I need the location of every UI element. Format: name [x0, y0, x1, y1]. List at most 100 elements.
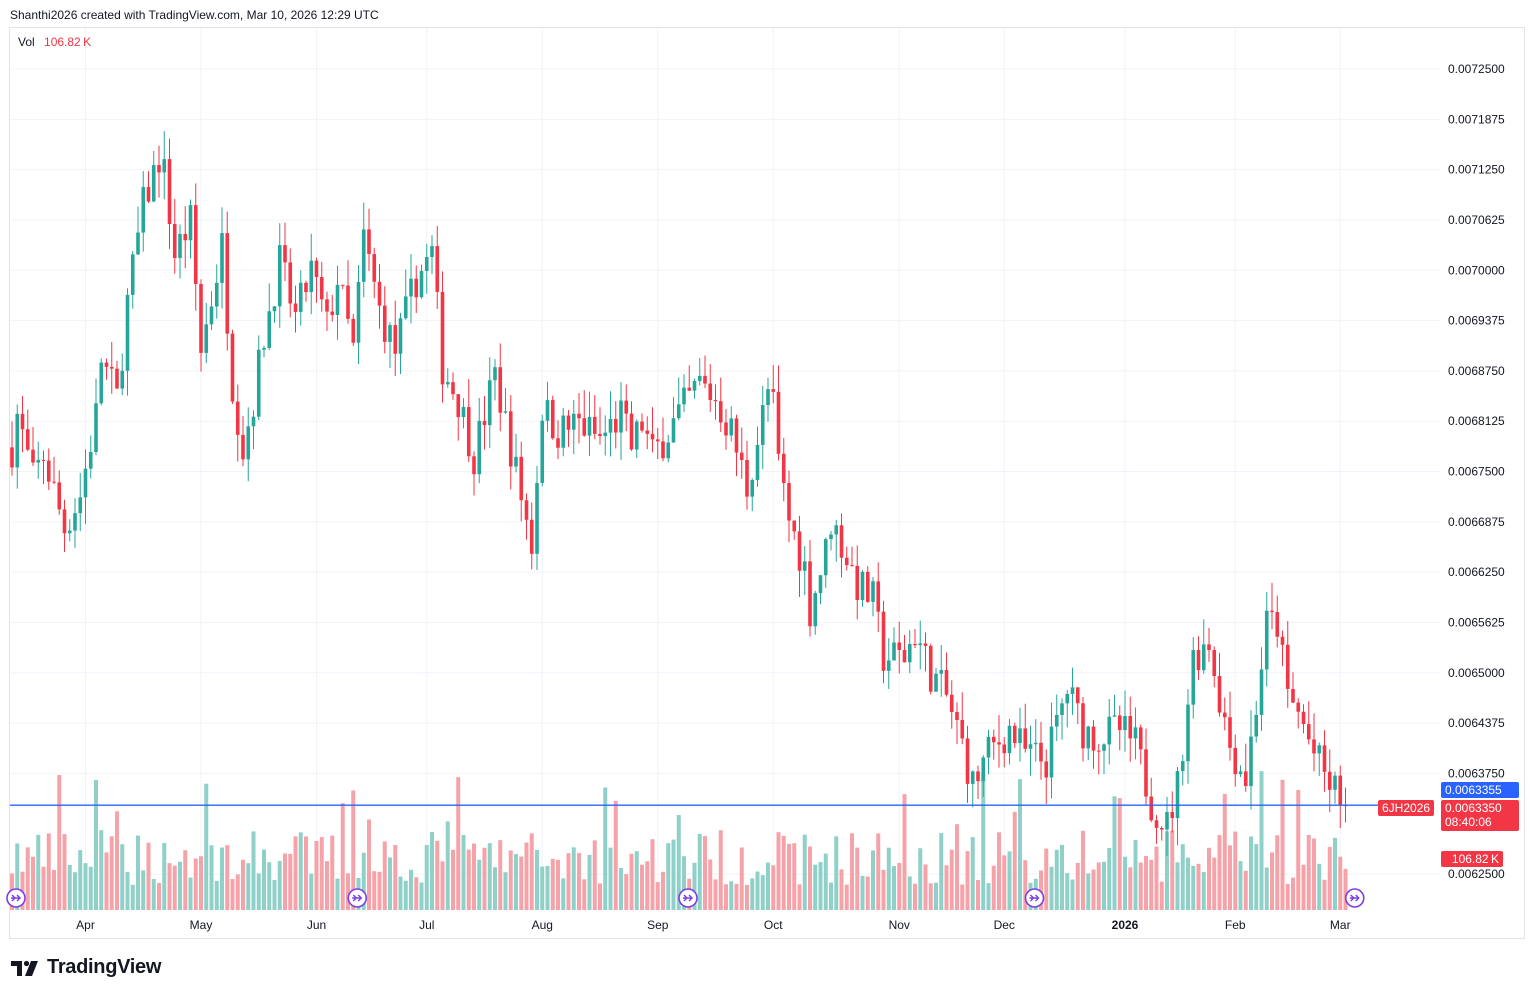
volume-bar — [634, 851, 639, 910]
volume-bar — [571, 847, 576, 910]
x-axis-tick-label: Mar — [1330, 918, 1351, 932]
volume-bar — [535, 850, 539, 910]
volume-bar — [928, 883, 933, 910]
candle-body — [1196, 650, 1201, 671]
candle-body — [277, 245, 282, 307]
volume-bar — [220, 847, 224, 910]
volume-bar — [550, 858, 555, 910]
event-marker-icon[interactable] — [1024, 888, 1045, 908]
candle-body — [183, 233, 188, 241]
event-marker-icon[interactable] — [678, 888, 698, 908]
volume-bar — [36, 834, 41, 910]
volume-bar — [88, 866, 93, 910]
candle-body — [1086, 726, 1091, 749]
candle-body — [73, 513, 77, 531]
volume-bar — [823, 853, 828, 910]
candle-body — [1191, 650, 1196, 705]
candle-body — [230, 333, 235, 402]
candle-body — [1049, 726, 1054, 778]
candle-body — [256, 349, 261, 417]
volume-bar — [482, 847, 487, 910]
volume-bar — [330, 835, 335, 910]
candle-body — [1112, 715, 1117, 717]
volume-bar — [1091, 869, 1096, 910]
candle-body — [1107, 716, 1112, 745]
event-marker-icon[interactable] — [1344, 888, 1365, 908]
candle-body — [991, 736, 996, 743]
volume-bar — [970, 837, 975, 910]
volume-bar — [1054, 849, 1059, 910]
volume-bar — [283, 853, 287, 910]
candle-body — [351, 318, 356, 343]
volume-bar — [309, 873, 314, 910]
volume-bar — [739, 847, 744, 910]
volume-bar — [340, 803, 345, 910]
volume-bar — [519, 856, 524, 910]
x-axis-tick-label: Aug — [532, 918, 553, 932]
candle-body — [141, 186, 146, 233]
candle-body — [193, 205, 198, 285]
candle-body — [78, 497, 83, 514]
candle-body — [325, 299, 329, 312]
volume-bar — [1044, 848, 1049, 910]
candle-body — [561, 415, 566, 448]
candle-body — [403, 296, 408, 319]
y-axis-tick-label: 0.0068125 — [1448, 414, 1505, 428]
candle-body — [209, 306, 214, 325]
volume-bar — [1102, 861, 1106, 910]
volume-bar — [1228, 845, 1232, 910]
volume-bar — [755, 871, 760, 910]
horizontal-line-price-badge: 0.0063355 — [1441, 782, 1519, 798]
volume-bar — [461, 835, 466, 910]
candle-body — [682, 387, 686, 405]
candle-body — [1018, 728, 1022, 744]
candle-body — [760, 405, 765, 445]
candle-body — [440, 291, 445, 385]
candle-body — [881, 611, 886, 671]
volume-bar — [629, 853, 634, 910]
volume-bar — [151, 878, 156, 910]
volume-bar — [981, 774, 986, 910]
candle-body — [1212, 650, 1217, 677]
candle-body — [955, 711, 959, 720]
candle-body — [1039, 742, 1043, 762]
volume-bar — [15, 843, 20, 910]
candle-body — [57, 482, 62, 510]
candle-body — [36, 459, 41, 463]
candle-body — [692, 380, 697, 391]
event-marker-icon[interactable] — [347, 888, 368, 908]
volume-bar — [1012, 811, 1017, 910]
candle-body — [388, 325, 392, 342]
volume-bar — [881, 869, 886, 910]
candle-body — [997, 742, 1001, 745]
event-marker-icon[interactable] — [6, 888, 26, 908]
candle-body — [83, 468, 88, 498]
volume-bar — [897, 862, 902, 910]
candle-body — [540, 420, 545, 483]
candle-body — [1081, 703, 1085, 749]
volume-bar — [1317, 863, 1322, 910]
candle-body — [839, 525, 844, 558]
volume-bar — [871, 850, 875, 910]
volume-bar — [109, 836, 114, 910]
candle-body — [1327, 771, 1332, 790]
candle-body — [267, 311, 272, 348]
candle-body — [125, 294, 130, 371]
volume-bar — [556, 859, 560, 910]
candle-body — [603, 432, 608, 437]
candle-body — [802, 561, 807, 571]
candle-body — [619, 400, 623, 433]
candle-body — [1102, 744, 1106, 751]
volume-legend-label: Vol — [18, 35, 35, 49]
candle-body — [571, 413, 576, 430]
candle-body — [629, 413, 634, 450]
candle-body — [1075, 687, 1080, 704]
volume-bar — [41, 866, 46, 910]
tradingview-logo[interactable]: TradingView — [11, 956, 161, 979]
candle-body — [466, 407, 471, 457]
volume-legend[interactable]: Vol 106.82 K — [18, 35, 91, 49]
candle-body — [923, 643, 928, 646]
candle-body — [640, 421, 644, 431]
candle-body — [367, 229, 371, 255]
